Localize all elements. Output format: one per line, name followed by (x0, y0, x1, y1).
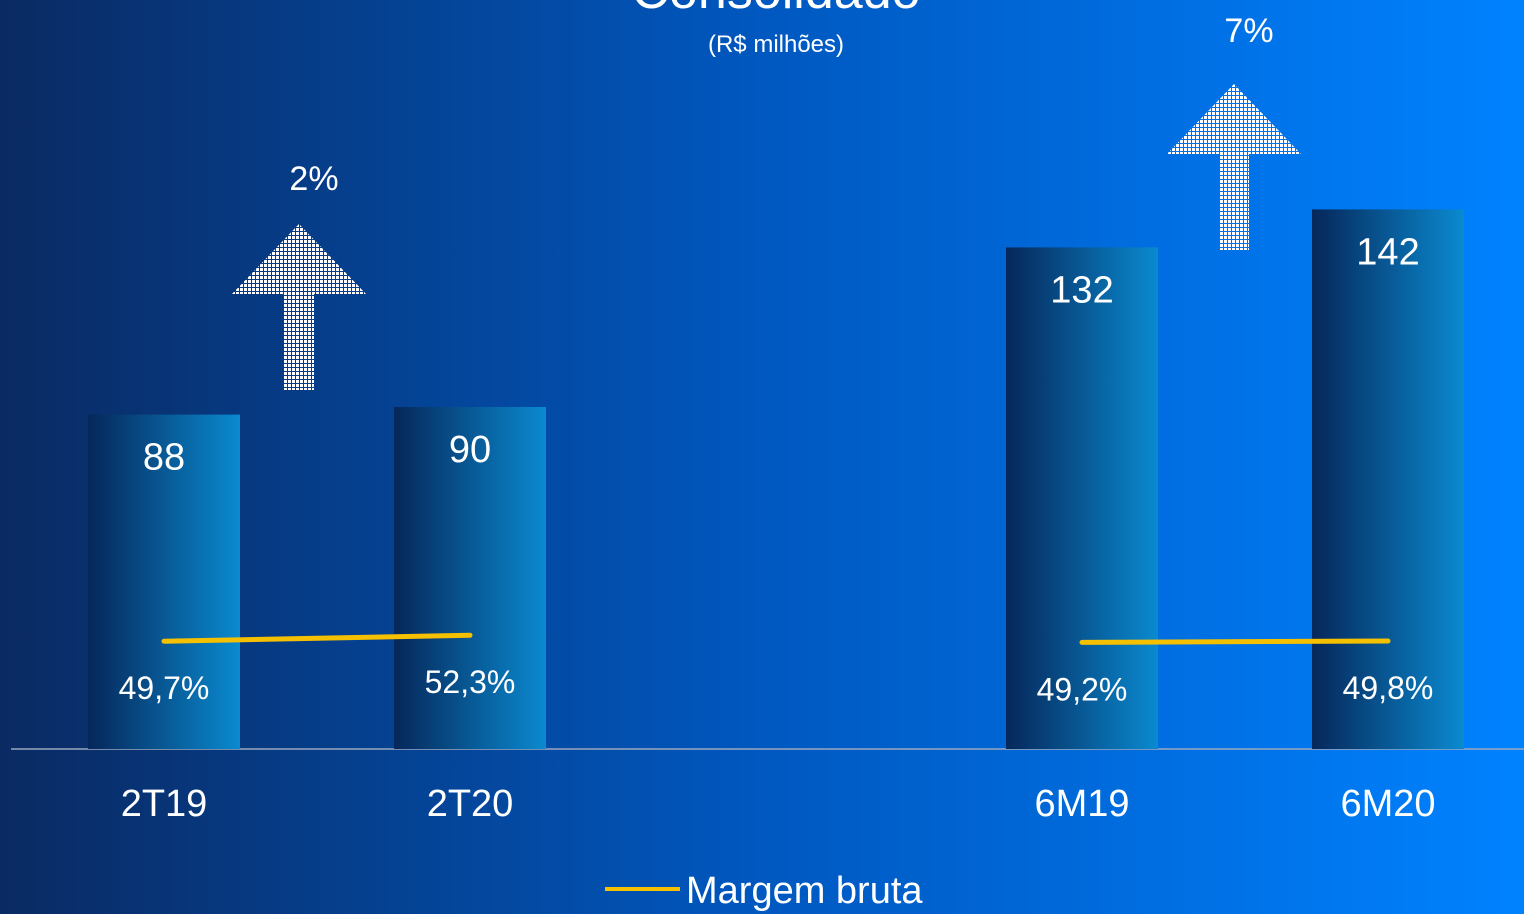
x-tick-label: 6M19 (1034, 783, 1129, 825)
line-value-label: 52,3% (425, 664, 516, 700)
margin-line (161, 632, 1391, 645)
chart-title: Consolidado (631, 0, 920, 20)
growth-label: 7% (1224, 12, 1273, 50)
bar-value-label: 142 (1356, 231, 1419, 273)
line-value-label: 49,7% (119, 670, 210, 706)
line-value-label: 49,8% (1343, 670, 1434, 706)
x-tick-label: 6M20 (1340, 783, 1435, 825)
bar (1312, 209, 1464, 749)
bar (394, 407, 546, 749)
line-value-label: 49,2% (1037, 671, 1128, 707)
chart-subtitle: (R$ milhões) (708, 31, 844, 58)
bar (1006, 247, 1158, 749)
legend-label: Margem bruta (686, 870, 923, 912)
growth-label: 2% (289, 160, 338, 198)
bar-value-label: 90 (449, 429, 491, 471)
x-tick-label: 2T20 (427, 783, 514, 825)
growth-arrow (1167, 84, 1301, 250)
x-tick-label: 2T19 (121, 783, 208, 825)
bar-value-label: 132 (1050, 269, 1113, 311)
bar-value-label: 88 (143, 437, 185, 479)
growth-arrow (232, 224, 366, 390)
bar (88, 414, 240, 749)
